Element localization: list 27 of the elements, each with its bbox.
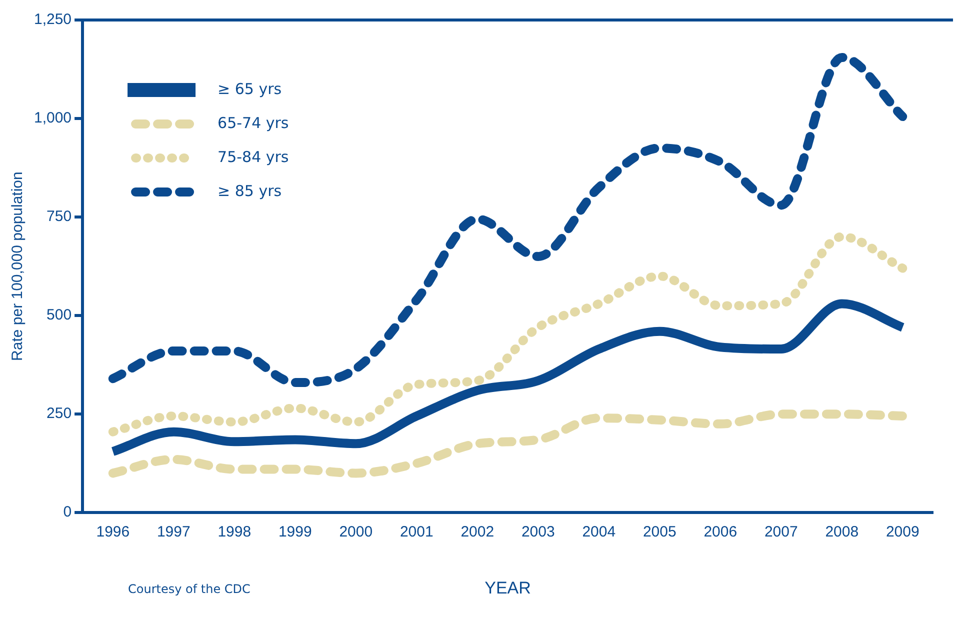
y-tick-label: 1,000	[34, 110, 72, 127]
y-tick-label: 0	[63, 504, 72, 521]
legend-label: ≥ 65 yrs	[218, 80, 282, 98]
x-tick-label: 2004	[582, 524, 616, 541]
x-tick-label: 2003	[521, 524, 555, 541]
text: Courtesy of the CDC	[128, 582, 250, 596]
y-tick-label: 250	[46, 405, 72, 422]
y-tick-label: 1,250	[34, 11, 72, 28]
x-tick-label: 1998	[218, 524, 252, 541]
x-tick-label: 2002	[460, 524, 494, 541]
x-tick-label: 2009	[886, 524, 920, 541]
y-axis-title: Rate per 100,000 population	[9, 172, 26, 361]
x-tick-label: 1996	[96, 524, 130, 541]
legend-label: 65-74 yrs	[218, 114, 289, 132]
x-axis-title: YEAR	[484, 578, 531, 598]
x-tick-label: 2005	[642, 524, 676, 541]
legend-label: 75-84 yrs	[218, 148, 289, 166]
y-tick-label: 750	[46, 208, 72, 226]
x-tick-label: 2007	[764, 524, 798, 541]
x-tick-label: 1997	[156, 524, 190, 541]
x-tick-label: 2008	[825, 524, 859, 541]
x-tick-label: 2006	[704, 524, 738, 541]
x-tick-label: 1999	[278, 524, 312, 541]
legend-label: ≥ 85 yrs	[218, 182, 282, 200]
x-tick-label: 2000	[339, 524, 373, 541]
y-tick-label: 500	[46, 306, 72, 324]
x-tick-label: 2001	[400, 524, 434, 541]
